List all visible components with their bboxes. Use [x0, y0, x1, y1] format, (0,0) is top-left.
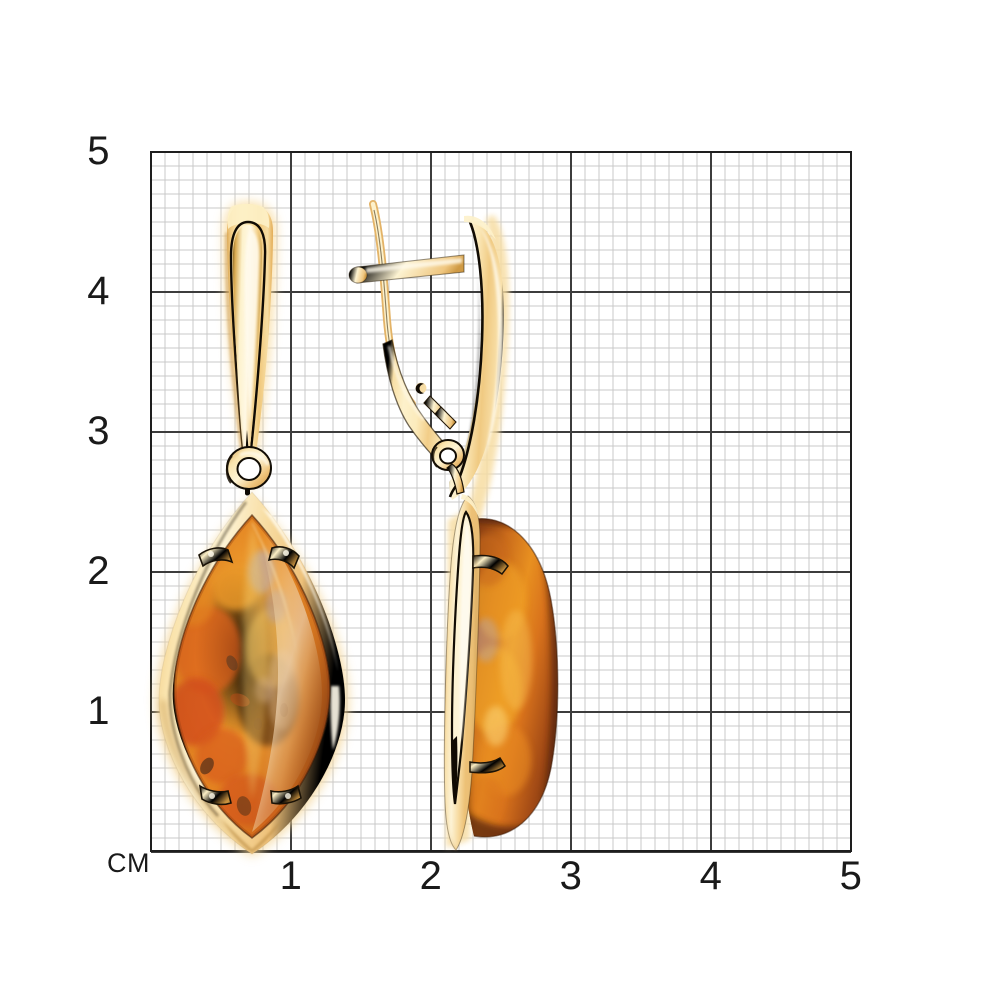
left-stone-outline [173, 513, 331, 839]
y-axis-tick-1: 1 [87, 689, 110, 733]
right-earring-connector-link [446, 463, 465, 495]
left-earring-prongs [198, 546, 302, 806]
x-axis-tick-5: 5 [839, 854, 863, 898]
y-axis-tick-2: 2 [87, 549, 110, 593]
right-earring-english-lock-clasp [348, 200, 504, 500]
x-axis-tick-4: 4 [699, 854, 723, 898]
y-axis-tick-4: 4 [87, 269, 110, 313]
right-earring-frame-profile [443, 494, 509, 851]
y-axis-tick-5: 5 [87, 129, 110, 173]
left-earring-front-view [156, 202, 348, 856]
right-earring-jump-ring [431, 439, 465, 471]
right-earring-side-view [348, 200, 559, 851]
x-axis-tick-1: 1 [279, 854, 303, 898]
left-earring-amber-stone [174, 515, 330, 838]
left-earring-jump-ring [225, 446, 272, 490]
x-axis-tick-3: 3 [559, 854, 583, 898]
unit-label-cm: CM [107, 848, 150, 878]
y-axis-tick-3: 3 [87, 409, 110, 453]
x-axis-tick-2: 2 [419, 854, 443, 898]
grid-border [150, 151, 852, 852]
